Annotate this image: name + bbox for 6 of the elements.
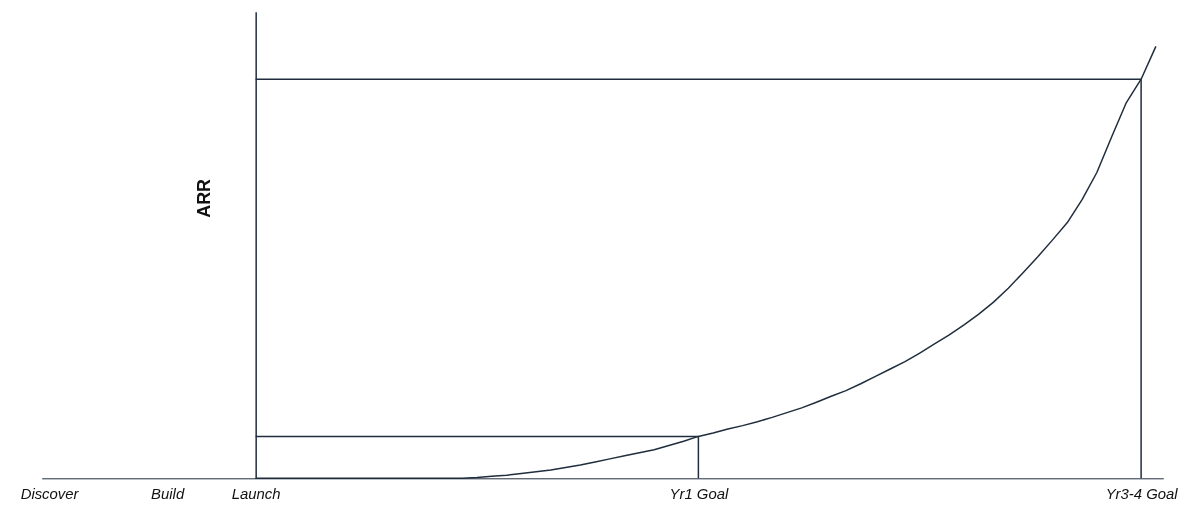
x-tick-label: Yr1 Goal [669,485,729,502]
x-tick-label: Discover [20,485,80,502]
y-axis-title: ARR [194,178,215,218]
x-tick-label: Launch [231,485,281,502]
x-tick-label: Build [151,485,185,502]
x-tick-label: Yr3-4 Goal [1105,485,1179,502]
